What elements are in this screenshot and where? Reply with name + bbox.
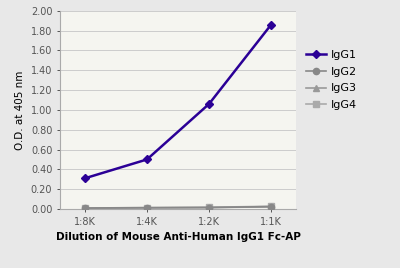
IgG4 [82, 207, 87, 210]
IgG3 [207, 206, 212, 209]
IgG4 [269, 205, 274, 208]
IgG2 [82, 206, 87, 210]
Legend: IgG1, IgG2, IgG3, IgG4: IgG1, IgG2, IgG3, IgG4 [304, 48, 359, 112]
X-axis label: Dilution of Mouse Anti-Human IgG1 Fc-AP: Dilution of Mouse Anti-Human IgG1 Fc-AP [56, 232, 300, 242]
IgG1 [269, 23, 274, 26]
Line: IgG4: IgG4 [82, 203, 274, 211]
Line: IgG2: IgG2 [82, 203, 274, 211]
IgG1 [207, 102, 212, 106]
IgG4 [207, 206, 212, 209]
IgG2 [207, 206, 212, 209]
IgG3 [82, 207, 87, 210]
IgG1 [82, 177, 87, 180]
IgG1 [144, 158, 149, 161]
Line: IgG1: IgG1 [82, 21, 274, 181]
IgG4 [144, 206, 149, 210]
Line: IgG3: IgG3 [82, 204, 274, 211]
IgG3 [144, 206, 149, 210]
IgG3 [269, 205, 274, 209]
Y-axis label: O.D. at 405 nm: O.D. at 405 nm [15, 70, 25, 150]
IgG2 [144, 206, 149, 209]
IgG2 [269, 205, 274, 208]
